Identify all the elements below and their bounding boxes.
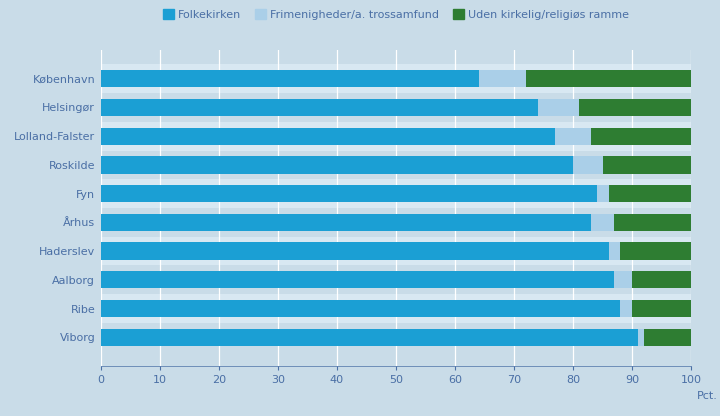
Bar [101,128,555,145]
Bar [573,156,603,173]
Bar [621,300,632,317]
Bar [614,214,691,231]
Bar [101,185,597,202]
Bar [621,243,691,260]
Bar [101,70,479,87]
Bar [101,151,691,179]
Bar [101,294,691,323]
Legend: Folkekirken, Frimenigheder/a. trossamfund, Uden kirkelig/religiøs ramme: Folkekirken, Frimenigheder/a. trossamfun… [158,5,634,24]
Bar [101,156,573,173]
Bar [638,329,644,346]
Bar [101,271,614,288]
Bar [608,185,691,202]
Text: Pct.: Pct. [697,391,718,401]
Bar [614,271,632,288]
Bar [101,323,691,352]
Bar [603,156,691,173]
Bar [101,64,691,93]
Bar [632,300,691,317]
Bar [591,214,614,231]
Bar [101,237,691,265]
Bar [538,99,579,116]
Bar [579,99,691,116]
Bar [644,329,691,346]
Bar [597,185,608,202]
Bar [101,214,591,231]
Bar [479,70,526,87]
Bar [526,70,691,87]
Bar [608,243,621,260]
Bar [101,265,691,294]
Bar [101,243,608,260]
Bar [555,128,591,145]
Bar [591,128,691,145]
Bar [101,93,691,122]
Bar [101,300,621,317]
Bar [101,329,638,346]
Bar [101,208,691,237]
Bar [101,179,691,208]
Bar [101,122,691,151]
Bar [632,271,691,288]
Bar [101,99,538,116]
